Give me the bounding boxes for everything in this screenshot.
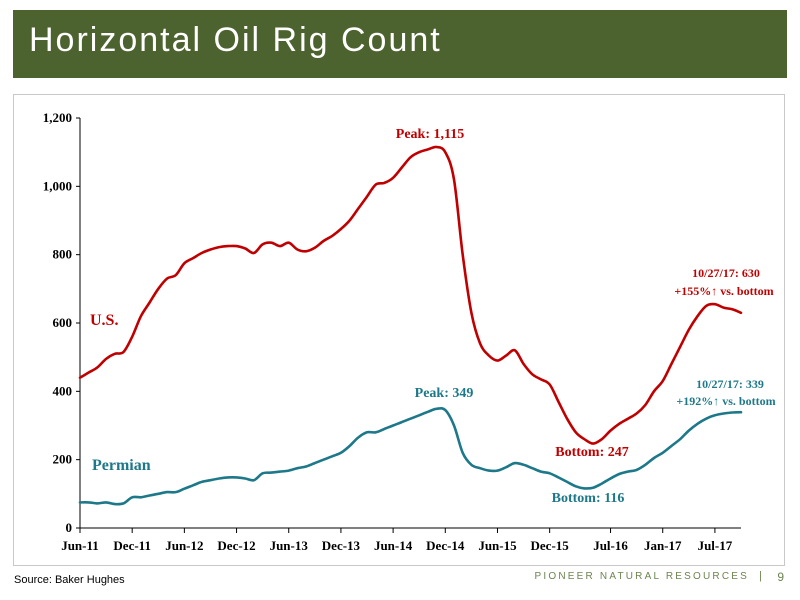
source-note: Source: Baker Hughes [14,574,125,586]
slide-title: Horizontal Oil Rig Count [29,21,442,59]
x-tick-label: Jan-17 [644,538,682,553]
x-tick-label: Jun-12 [165,538,203,553]
y-tick-label: 600 [53,315,73,330]
permian-peak-label: Peak: 349 [415,386,474,401]
us-bottom-label: Bottom: 247 [555,445,629,460]
chart-axes: 0 200 400 600 800 1,000 1,200 Jun-11 Dec-11 Jun-1… [43,110,741,553]
chart-series [78,145,743,506]
x-tick-label: Jun-14 [374,538,413,553]
us-peak-label: Peak: 1,115 [396,127,464,142]
permian-series-label: Permian [92,457,151,474]
y-tick-label: 1,200 [43,110,72,125]
us-series-label: U.S. [90,312,118,329]
permian-series-line [78,406,743,506]
x-tick-label: Jun-13 [270,538,309,553]
footer-separator: | [759,570,762,582]
permian-change-label: +192%↑ vs. bottom [676,394,775,408]
x-tick-label: Dec-15 [531,538,570,553]
company-brand: PIONEER NATURAL RESOURCES [534,571,749,582]
x-tick-label: Jul-16 [593,538,628,553]
chart-frame [13,94,785,566]
us-change-label: +155%↑ vs. bottom [674,284,773,298]
x-tick-label: Dec-13 [322,538,361,553]
x-tick-label: Dec-12 [217,538,255,553]
y-tick-label: 1,000 [43,178,72,193]
x-tick-label: Dec-14 [426,538,465,553]
permian-bottom-label: Bottom: 116 [552,491,625,506]
x-tick-label: Jun-15 [478,538,517,553]
chart-annotations: Peak: 1,115 U.S. Bottom: 247 10/27/17: 6… [90,127,776,506]
y-tick-label: 800 [53,247,73,262]
y-tick-label: 0 [66,520,73,535]
u-s-series-line [78,145,743,445]
us-latest-label: 10/27/17: 630 [692,266,760,280]
y-tick-label: 200 [53,452,73,467]
x-tick-label: Jun-11 [61,538,99,553]
page-number: 9 [777,570,784,584]
x-tick-label: Dec-11 [113,538,151,553]
y-tick-label: 400 [53,383,73,398]
permian-latest-label: 10/27/17: 339 [696,377,764,391]
x-tick-label: Jul-17 [698,538,733,553]
title-bar: Horizontal Oil Rig Count [13,10,787,78]
